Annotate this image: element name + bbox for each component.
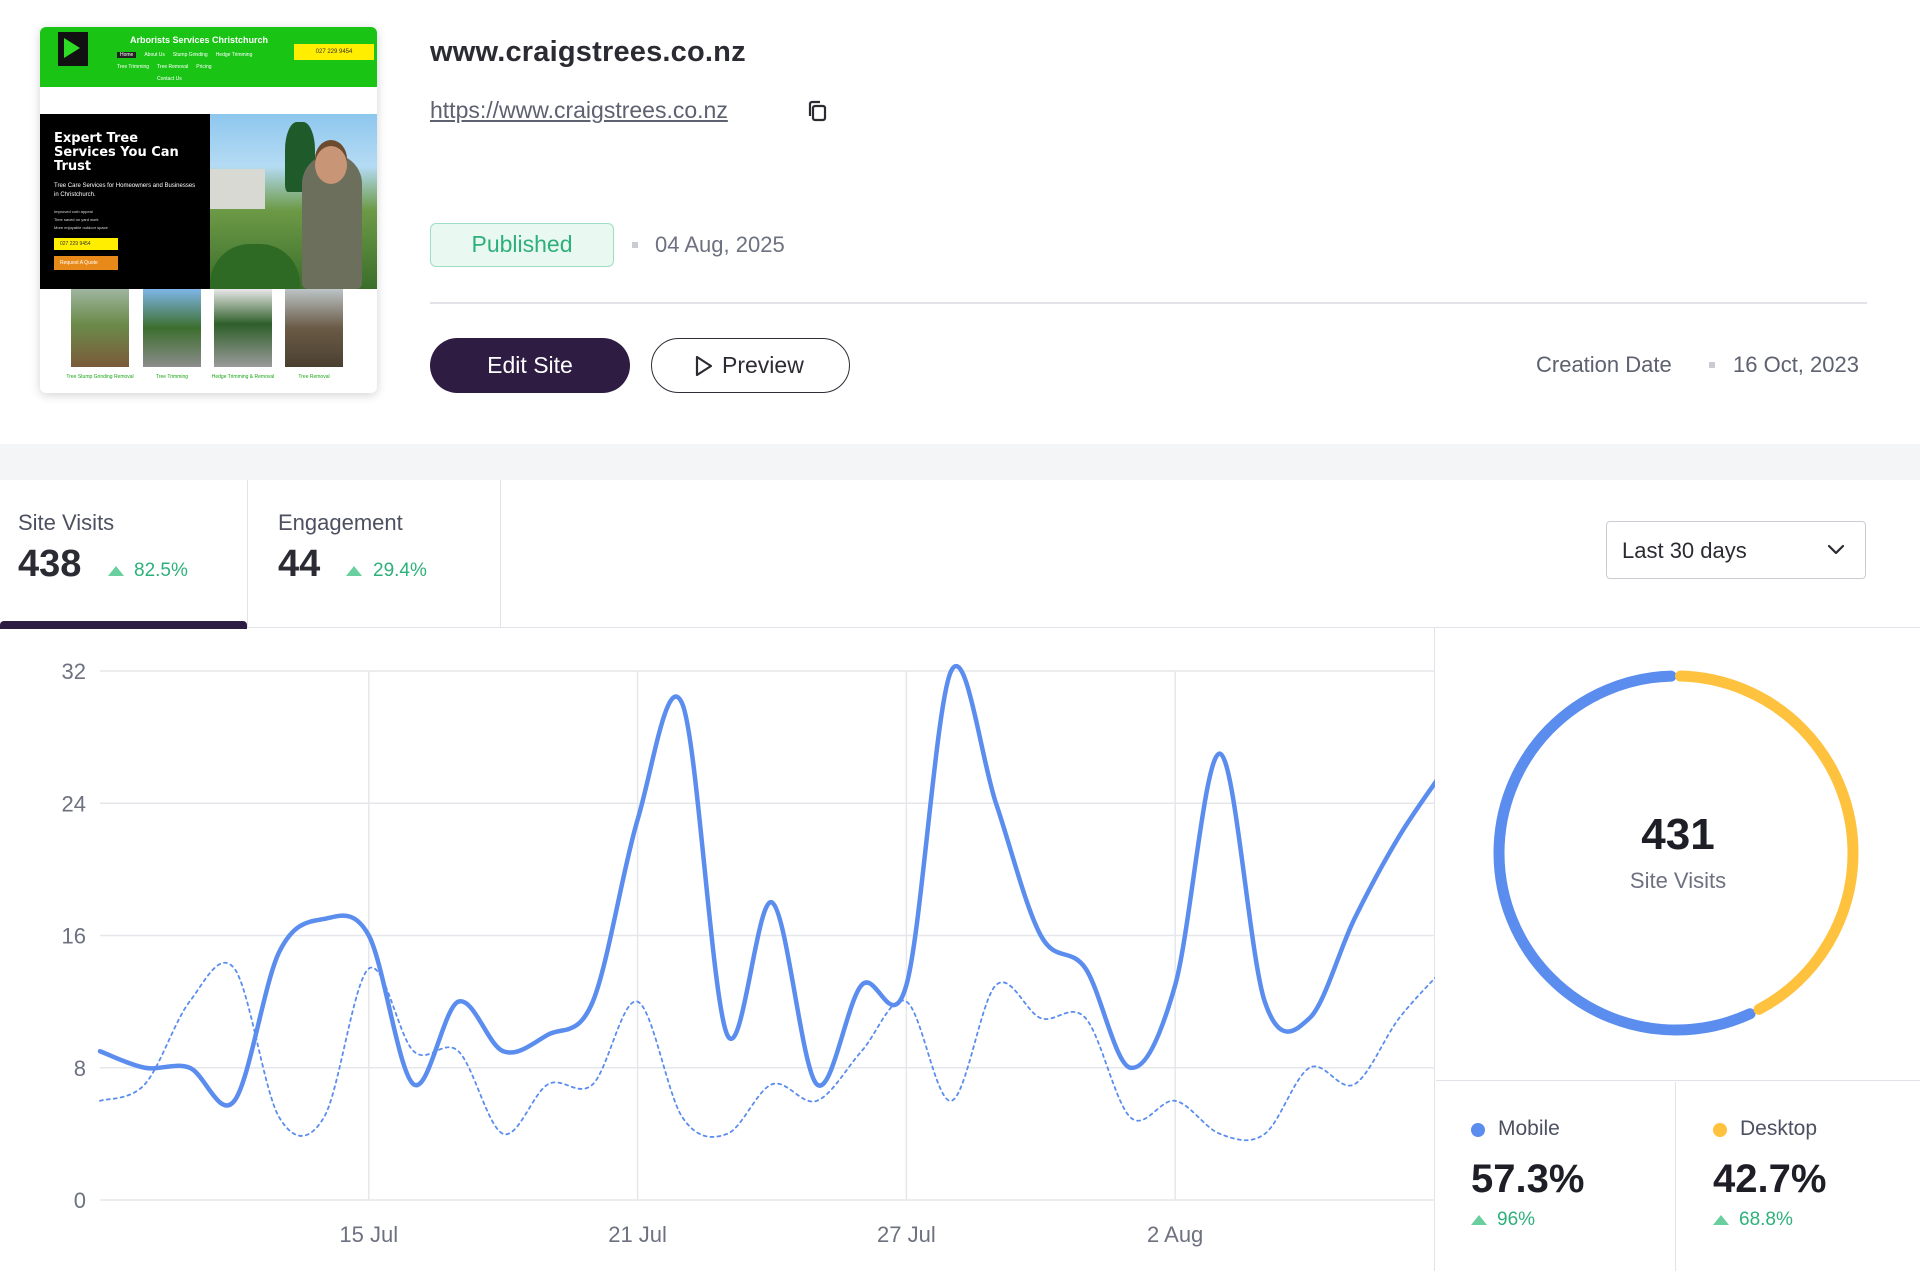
publish-date: 04 Aug, 2025	[655, 232, 785, 257]
donut-total: 431	[1641, 810, 1715, 859]
thumbnail-house	[210, 169, 265, 209]
thumbnail-photo	[214, 289, 272, 367]
trend-up-icon	[108, 566, 124, 576]
thumbnail-hero-image	[210, 114, 377, 289]
thumbnail-caption: Tree Trimming	[155, 374, 189, 380]
y-tick-label: 0	[74, 1188, 86, 1213]
separator-dot	[1709, 362, 1715, 368]
site-header: Arborists Services Christchurch Home Abou…	[0, 0, 1920, 444]
site-thumbnail[interactable]: Arborists Services Christchurch Home Abou…	[40, 27, 377, 393]
y-tick-label: 32	[62, 659, 86, 684]
donut-segment-desktop	[1493, 670, 1859, 1036]
mobile-change: 96%	[1497, 1209, 1536, 1230]
thumbnail-caption: Hedge Trimming & Removal	[211, 374, 275, 380]
desktop-change: 68.8%	[1739, 1209, 1793, 1230]
creation-date-label: Creation Date	[1536, 352, 1672, 377]
thumbnail-hero-bullets: Improved curb appeal Time saved on yard …	[54, 208, 196, 232]
thumbnail-logo	[58, 32, 88, 66]
edit-site-button[interactable]: Edit Site	[430, 338, 630, 393]
tab-site-visits[interactable]: Site Visits 438 82.5%	[0, 480, 248, 629]
desktop-label: Desktop	[1740, 1117, 1818, 1140]
thumbnail-photo	[71, 289, 129, 367]
trend-up-icon	[1713, 1215, 1729, 1225]
thumbnail-hero-sub: Tree Care Services for Homeowners and Bu…	[54, 183, 196, 198]
mobile-stat: Mobile 57.3% 96%	[1436, 1082, 1676, 1271]
play-icon	[695, 355, 713, 377]
y-tick-label: 8	[74, 1056, 86, 1081]
tab-change: 82.5%	[134, 560, 188, 581]
tab-value: 44	[278, 543, 321, 585]
thumbnail-nav-link: Contact Us	[157, 76, 182, 82]
preview-label: Preview	[722, 352, 804, 378]
date-range-value: Last 30 days	[1622, 538, 1747, 563]
mobile-legend-dot	[1471, 1123, 1485, 1137]
x-tick-label: 15 Jul	[339, 1222, 398, 1247]
thumbnail-caption: Tree Stump Grinding Removal	[66, 374, 134, 380]
thumbnail-phone: 027 229 9454	[294, 44, 374, 60]
chevron-down-icon	[1827, 544, 1845, 555]
tab-label: Site Visits	[18, 510, 115, 535]
separator-dot	[632, 242, 638, 248]
x-tick-label: 2 Aug	[1147, 1222, 1203, 1247]
thumbnail-hero: Expert Tree Services You Can Trust Tree …	[40, 114, 210, 289]
device-donut-chart	[1493, 670, 1859, 1036]
y-tick-label: 16	[62, 924, 86, 949]
thumbnail-nav-links: Home About Us Stump Grinding Hedge Trimming…	[117, 49, 287, 85]
series-line-previous	[99, 961, 1435, 1142]
device-breakdown: 431 Site Visits	[1436, 628, 1920, 1081]
mobile-label: Mobile	[1498, 1117, 1560, 1140]
thumbnail-nav-link: Hedge Trimming	[215, 52, 253, 58]
trend-up-icon	[346, 566, 362, 576]
site-title: www.craigstrees.co.nz	[430, 36, 746, 68]
desktop-stat: Desktop 42.7% 68.8%	[1678, 1082, 1920, 1271]
desktop-legend-dot	[1713, 1123, 1727, 1137]
thumbnail-caption: Tree Removal	[298, 374, 330, 380]
visits-chart: 0 8 16 24 32 15 Jul 21 Jul 27 Jul 2 Aug	[0, 628, 1435, 1271]
thumbnail-bullet: Improved curb appeal	[54, 209, 93, 214]
trend-up-icon	[1471, 1215, 1487, 1225]
y-tick-label: 24	[62, 791, 86, 816]
thumbnail-phone-button: 027 229 9454	[54, 238, 118, 250]
thumbnail-nav-link: Pricing	[196, 64, 212, 70]
tab-change: 29.4%	[373, 560, 427, 581]
x-tick-label: 27 Jul	[877, 1222, 936, 1247]
preview-button[interactable]: Preview	[651, 338, 850, 393]
thumbnail-photo	[285, 289, 343, 367]
thumbnail-nav-link: Stump Grinding	[172, 52, 208, 58]
tab-engagement[interactable]: Engagement 44 29.4%	[248, 480, 501, 627]
visits-line-chart: 0 8 16 24 32 15 Jul 21 Jul 27 Jul 2 Aug	[62, 659, 1435, 1247]
thumbnail-bullet: Time saved on yard work	[54, 217, 99, 222]
thumbnail-nav-link: Tree Trimming	[117, 64, 150, 70]
thumbnail-navbar: Arborists Services Christchurch Home Abou…	[40, 27, 377, 87]
thumbnail-hero-heading: Expert Tree Services You Can Trust	[54, 131, 179, 174]
tab-label: Engagement	[278, 510, 403, 535]
tab-value: 438	[18, 543, 82, 585]
section-gap	[0, 444, 1920, 480]
thumbnail-nav-link: About Us	[144, 52, 165, 58]
divider	[430, 302, 1867, 304]
thumbnail-photo	[143, 289, 201, 367]
thumbnail-person-head	[315, 146, 347, 184]
x-tick-label: 21 Jul	[608, 1222, 667, 1247]
active-tab-indicator	[0, 621, 247, 629]
donut-label: Site Visits	[1629, 868, 1727, 893]
stats-tabs: Site Visits 438 82.5% Engagement 44 29.4…	[0, 480, 1920, 629]
thumbnail-nav-link: Tree Removal	[157, 64, 189, 70]
desktop-percent: 42.7%	[1713, 1157, 1827, 1201]
status-badge: Published	[430, 223, 614, 267]
thumbnail-nav-link: Home	[117, 52, 137, 58]
creation-date: 16 Oct, 2023	[1733, 352, 1859, 377]
thumbnail-bush	[210, 244, 300, 289]
copy-icon[interactable]	[805, 99, 831, 125]
site-url-link[interactable]: https://www.craigstrees.co.nz	[430, 97, 728, 123]
date-range-select[interactable]: Last 30 days	[1606, 521, 1866, 579]
thumbnail-site-name: Arborists Services Christchurch	[130, 35, 269, 45]
thumbnail-bullet: More enjoyable outdoor space	[54, 225, 108, 230]
thumbnail-quote-button: Request A Quote	[54, 256, 118, 270]
series-line-current	[97, 664, 1435, 1108]
mobile-percent: 57.3%	[1471, 1157, 1585, 1201]
